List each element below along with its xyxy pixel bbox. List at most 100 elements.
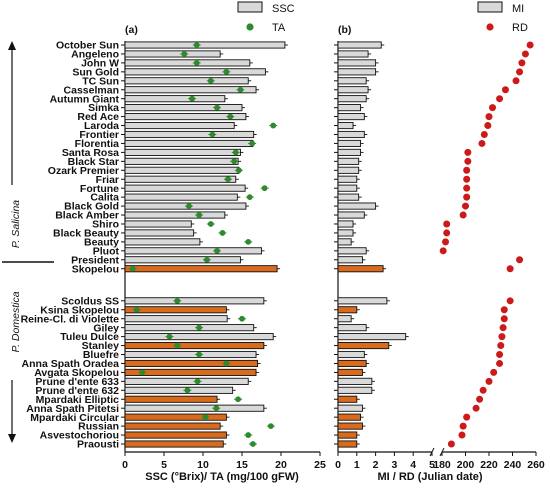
panel-a-x-tick-label: 25 bbox=[314, 459, 326, 471]
mi-bar bbox=[337, 148, 362, 156]
mi-bar bbox=[337, 306, 358, 314]
ssc-bar bbox=[124, 247, 262, 255]
cultivar-label: Prune d'ente 633 bbox=[35, 376, 119, 388]
ssc-bar bbox=[124, 404, 265, 412]
panel-a-x-tick-label: 15 bbox=[236, 459, 248, 471]
cultivar-label: Anna Spath Pitetsi bbox=[26, 403, 119, 415]
ta-point bbox=[223, 360, 230, 367]
ssc-bar bbox=[124, 104, 243, 112]
panel-b-mi-tick-label: 2 bbox=[373, 459, 379, 471]
panel-a-x-tick-label: 10 bbox=[197, 459, 209, 471]
rd-point bbox=[490, 368, 498, 376]
mi-bar bbox=[337, 395, 358, 403]
ta-point bbox=[235, 396, 242, 403]
cultivar-label: Bluefre bbox=[83, 349, 119, 361]
cultivar-label: Angeleno bbox=[71, 49, 119, 61]
cultivar-label: TC Sun bbox=[82, 75, 119, 87]
rd-point bbox=[506, 297, 514, 305]
cultivar-label: Scoldus SS bbox=[61, 295, 119, 307]
cultivar-label: Black Amber bbox=[55, 210, 119, 222]
ta-point bbox=[213, 405, 220, 412]
mi-bar bbox=[337, 95, 367, 103]
ssc-bar bbox=[124, 395, 218, 403]
rd-point bbox=[458, 431, 466, 439]
rd-point bbox=[463, 184, 471, 192]
rd-point bbox=[496, 95, 504, 103]
mi-bar bbox=[337, 104, 362, 112]
rd-point bbox=[472, 404, 480, 412]
cultivar-label: Anna Spath Oradea bbox=[22, 358, 120, 370]
ta-point bbox=[196, 351, 203, 358]
ta-point bbox=[202, 414, 209, 421]
ssc-bar bbox=[124, 342, 265, 350]
mi-bar bbox=[337, 157, 360, 165]
cultivar-label: Tuleu Dulce bbox=[60, 331, 119, 343]
rd-point bbox=[498, 333, 506, 341]
mi-bar bbox=[337, 422, 363, 430]
rd-point bbox=[497, 342, 505, 350]
cultivar-label: Frontier bbox=[79, 129, 119, 141]
rd-point bbox=[512, 77, 520, 85]
cultivar-label: Black Beauty bbox=[53, 228, 119, 240]
cultivar-label: Florentia bbox=[75, 138, 119, 150]
bracket-arrow-down bbox=[8, 434, 16, 443]
cultivar-label: John W bbox=[81, 57, 119, 69]
ssc-bar bbox=[124, 265, 278, 273]
mi-bar bbox=[337, 256, 363, 264]
cultivar-label: Russian bbox=[78, 421, 119, 433]
legend-ssc-label: SSC bbox=[272, 3, 295, 15]
rd-point bbox=[459, 211, 467, 219]
panel-b-mi-tick-label: 1 bbox=[354, 459, 360, 471]
legend-mi-swatch bbox=[477, 1, 503, 13]
ta-point bbox=[223, 68, 230, 75]
rd-point bbox=[443, 220, 451, 228]
rd-point bbox=[496, 351, 504, 359]
rd-point bbox=[463, 166, 471, 174]
ssc-bar bbox=[124, 359, 259, 368]
ta-point bbox=[174, 297, 181, 304]
rd-point bbox=[463, 175, 471, 183]
ssc-bar bbox=[124, 41, 286, 49]
panel-b-mi-tick-label: 5 bbox=[429, 459, 435, 471]
ta-point bbox=[184, 387, 191, 394]
rd-point bbox=[485, 113, 493, 121]
rd-point bbox=[463, 413, 471, 421]
rd-point bbox=[518, 59, 526, 67]
panel-a-legend: SSC TA bbox=[237, 1, 295, 34]
rd-point bbox=[506, 265, 514, 273]
ta-point bbox=[261, 185, 268, 192]
mi-bar bbox=[337, 121, 354, 130]
species-bracket bbox=[2, 41, 54, 443]
rd-point bbox=[459, 422, 467, 430]
panel-b-mi-tick-label: 4 bbox=[410, 459, 416, 471]
ta-point bbox=[196, 324, 203, 331]
ta-point bbox=[239, 315, 245, 322]
rd-point bbox=[516, 68, 524, 76]
rd-point bbox=[499, 324, 507, 332]
cultivar-label: Autumn Giant bbox=[50, 93, 120, 105]
mi-bar bbox=[337, 68, 377, 76]
mi-bar bbox=[337, 324, 367, 332]
cultivar-label: Fortune bbox=[80, 183, 119, 195]
mi-bar bbox=[337, 359, 367, 368]
mi-bar bbox=[337, 342, 390, 350]
ssc-bar bbox=[124, 238, 201, 246]
ssc-bar bbox=[124, 229, 195, 237]
mi-bar bbox=[337, 220, 354, 228]
ta-point bbox=[227, 113, 234, 120]
rd-point bbox=[439, 247, 447, 255]
panel-a-label: (a) bbox=[125, 24, 138, 36]
rd-point bbox=[500, 315, 508, 323]
cultivar-label: Skopelou bbox=[72, 263, 119, 275]
legend-rd-marker bbox=[486, 23, 494, 31]
ssc-bar bbox=[124, 166, 240, 174]
cultivar-label: Casselman bbox=[64, 84, 119, 96]
ta-point bbox=[219, 230, 226, 236]
panel-b-rd-tick-label: 200 bbox=[457, 459, 475, 471]
rd-point bbox=[501, 86, 509, 94]
rd-point bbox=[464, 157, 472, 165]
panel-b-mi-tick-label: 3 bbox=[391, 459, 397, 471]
cultivar-label: Avgata Skopelou bbox=[34, 367, 119, 379]
mi-bar bbox=[337, 139, 362, 147]
